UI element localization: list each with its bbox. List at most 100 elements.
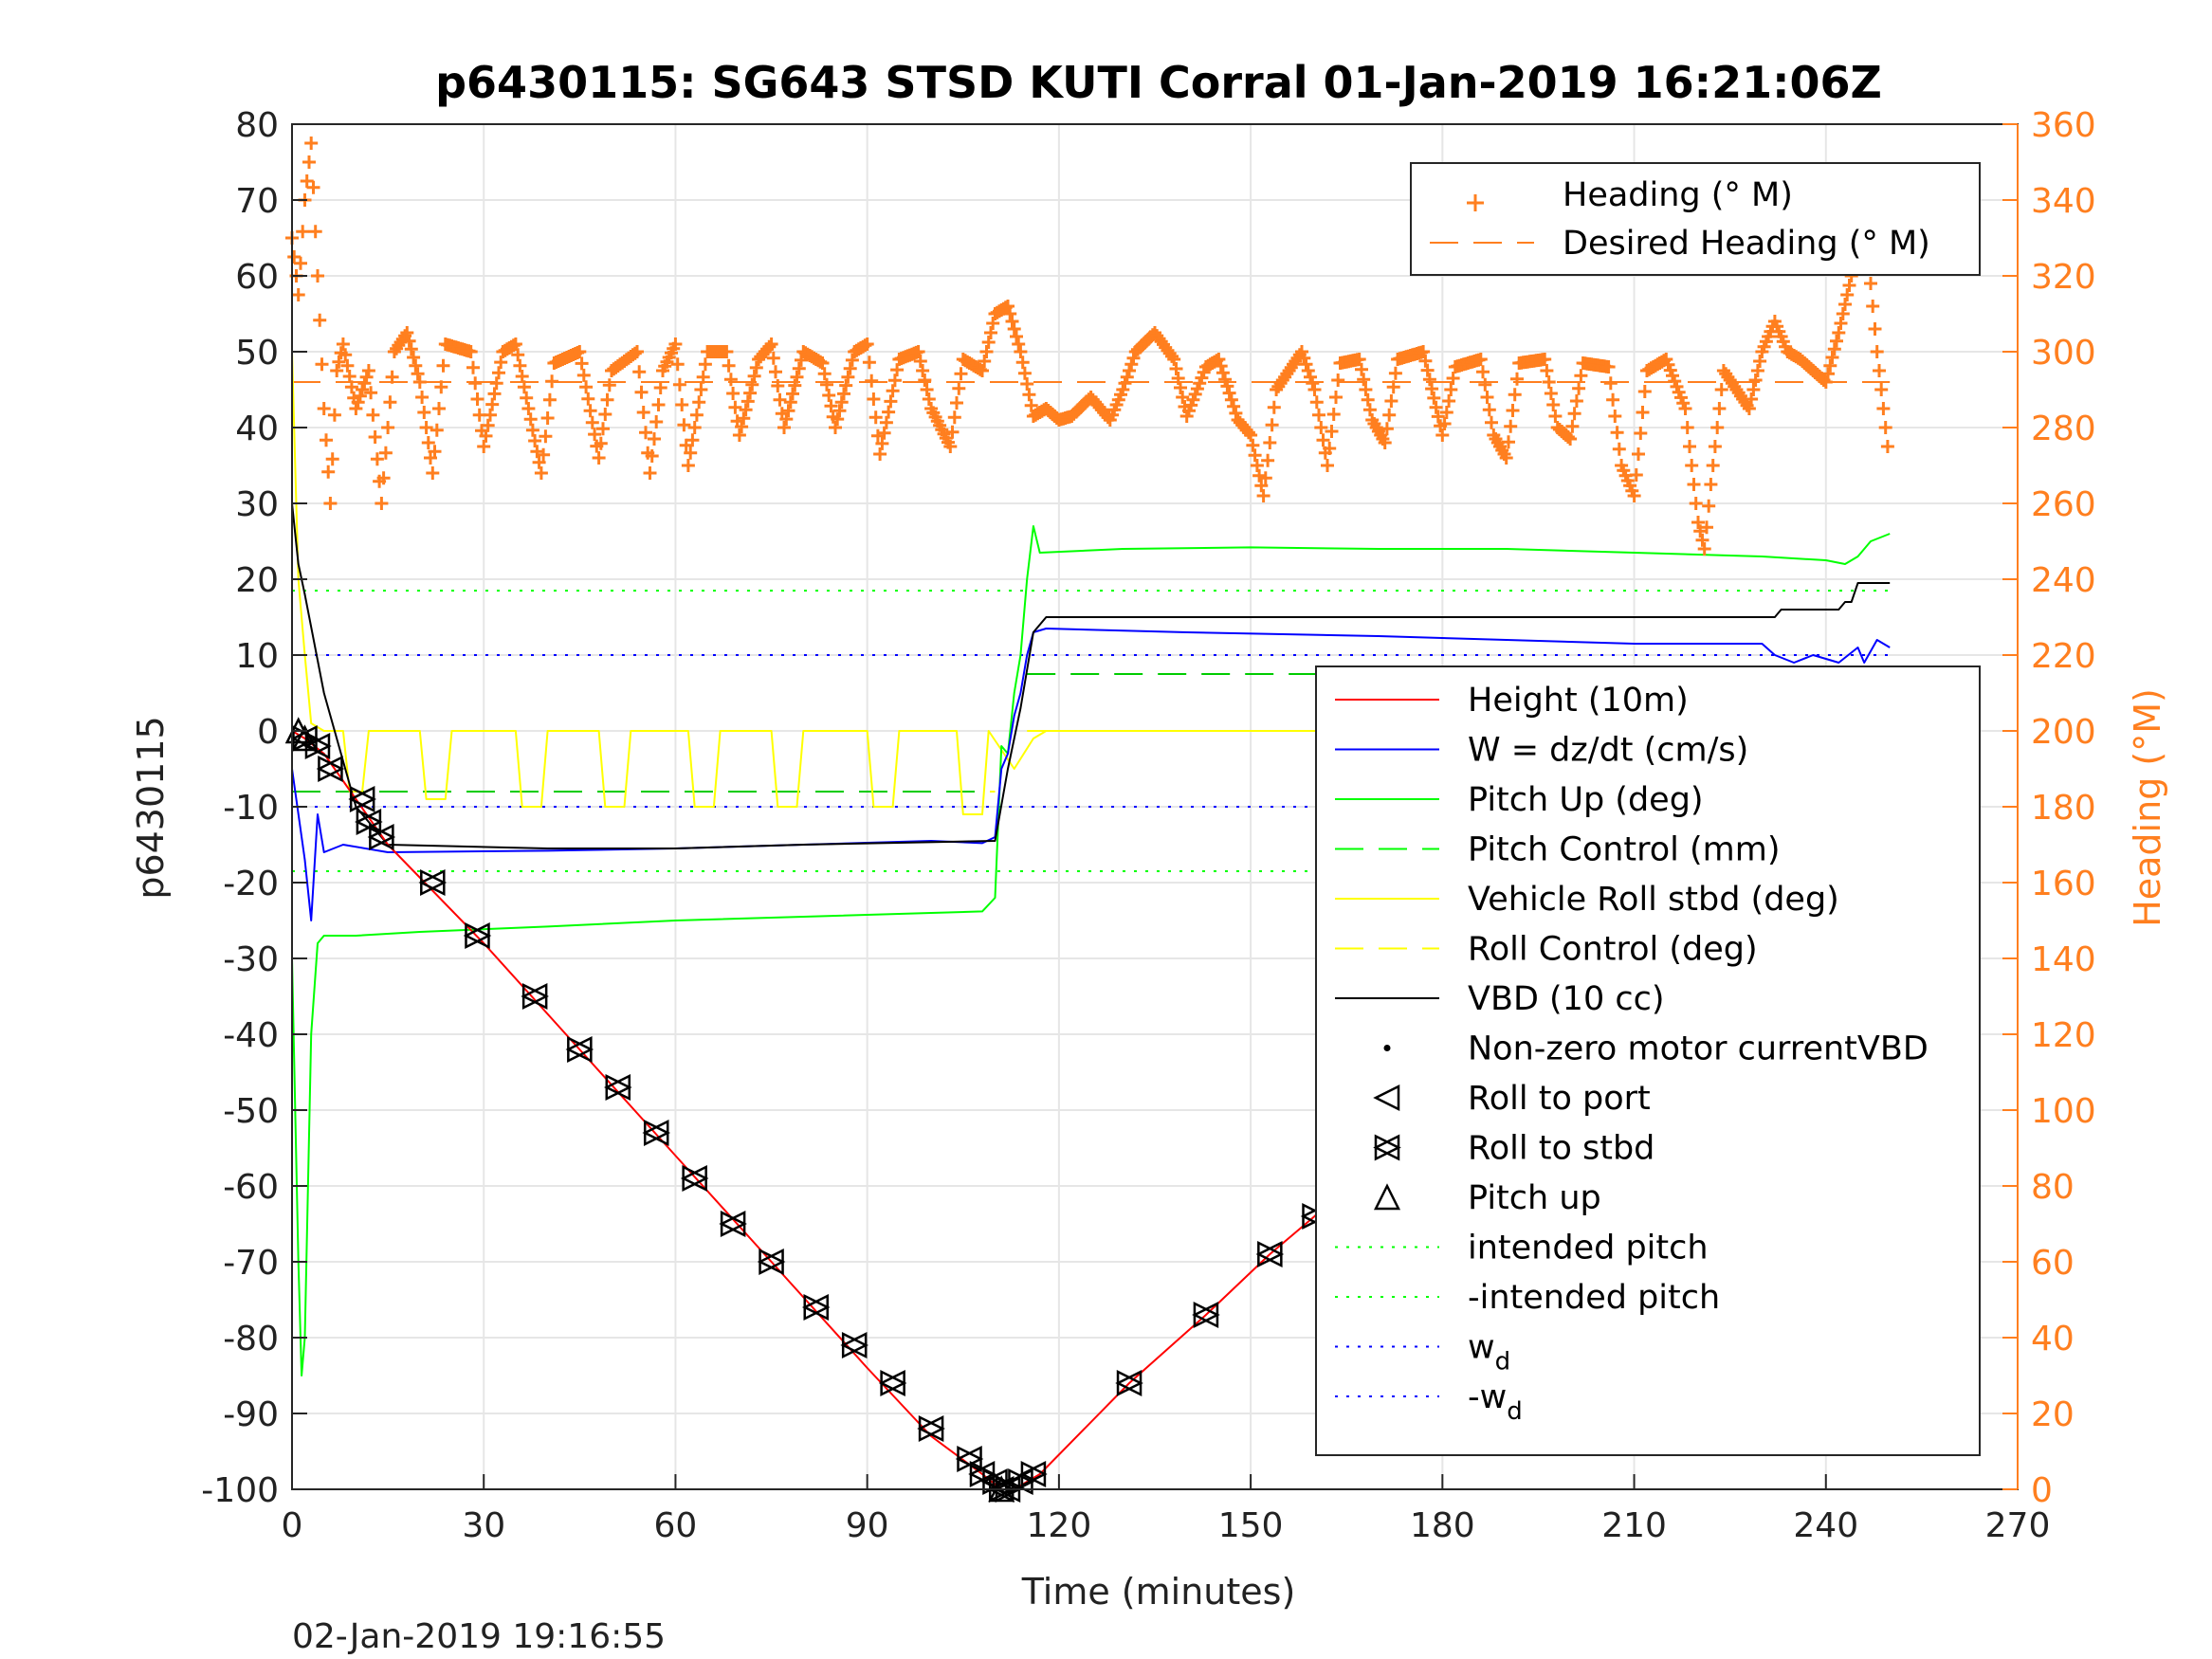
heading-marker: [745, 377, 759, 392]
heading-marker: [534, 466, 548, 480]
heading-marker: [359, 370, 374, 384]
heading-marker: [779, 412, 794, 427]
heading-marker: [1637, 385, 1652, 398]
legend-heading-label: Heading (° M): [1563, 176, 1793, 214]
y-tick-label-left: -20: [223, 865, 279, 903]
heading-marker: [1357, 373, 1371, 387]
heading-marker: [675, 398, 689, 411]
heading-marker: [415, 391, 430, 404]
heading-marker: [1439, 406, 1453, 419]
heading-marker: [1003, 307, 1017, 320]
heading-marker: [1295, 345, 1308, 358]
heading-marker: [692, 395, 706, 410]
heading-marker: [489, 376, 503, 391]
heading-marker: [1250, 459, 1264, 472]
heading-marker: [786, 387, 799, 401]
heading-marker: [1326, 408, 1341, 421]
heading-marker: [1378, 436, 1392, 449]
y-tick-label-left: 0: [257, 713, 279, 752]
heading-marker: [332, 355, 346, 369]
roll-to-stbd-marker: [957, 1445, 984, 1473]
heading-marker: [698, 357, 712, 372]
heading-marker: [353, 389, 367, 403]
x-tick-label: 210: [1601, 1506, 1667, 1545]
heading-marker: [945, 425, 960, 439]
heading-marker: [743, 386, 758, 400]
heading-marker: [783, 395, 797, 410]
heading-marker: [986, 317, 1000, 330]
heading-marker: [686, 433, 700, 447]
heading-marker: [368, 430, 382, 444]
heading-marker: [540, 411, 555, 425]
heading-marker: [653, 381, 667, 394]
y-tick-label-right: 300: [2031, 334, 2096, 373]
heading-marker: [1712, 402, 1727, 415]
series-w-dz-dt-cm-s: [291, 628, 1891, 921]
heading-marker: [1569, 394, 1583, 408]
heading-marker: [430, 423, 444, 437]
heading-marker: [918, 374, 932, 387]
y-tick-label-right: 220: [2031, 637, 2096, 676]
heading-marker: [581, 392, 595, 406]
heading-marker: [815, 356, 830, 370]
heading-marker: [1167, 353, 1181, 366]
x-axis-label: Time (minutes): [1021, 1571, 1296, 1613]
y-tick-label-right: 20: [2031, 1395, 2075, 1434]
heading-marker: [631, 345, 644, 358]
heading-marker: [1012, 337, 1026, 351]
heading-marker: [1420, 363, 1435, 377]
heading-marker: [950, 396, 963, 410]
heading-marker: [528, 434, 542, 447]
heading-marker: [1823, 358, 1837, 373]
heading-marker: [1329, 391, 1343, 404]
heading-marker: [1876, 402, 1891, 415]
heading-marker: [1120, 370, 1134, 384]
series-heading: [285, 137, 1894, 556]
legend-heading: Heading (° M) Desired Heading (° M): [1410, 162, 1981, 276]
y-tick-label-left: -10: [223, 789, 279, 828]
heading-marker: [790, 370, 804, 384]
heading-marker: [517, 380, 531, 394]
y-tick-label-right: 40: [2031, 1320, 2075, 1358]
heading-marker: [1431, 410, 1445, 424]
heading-marker: [1388, 366, 1402, 380]
heading-marker: [1261, 453, 1275, 467]
heading-marker: [466, 360, 480, 374]
heading-marker: [296, 225, 310, 239]
roll-to-stbd-marker: [1020, 1460, 1048, 1488]
heading-marker: [1827, 342, 1841, 356]
heading-marker: [575, 356, 589, 371]
heading-marker: [694, 383, 708, 396]
heading-marker: [375, 497, 389, 510]
tick-layer: 0 30 60 90 120 150 180 210 240 270-100-90-80-70-6…: [201, 106, 2095, 1545]
heading-marker: [1176, 391, 1190, 404]
heading-marker: [1015, 356, 1030, 370]
heading-marker: [920, 383, 934, 396]
y-tick-label-right: 200: [2031, 713, 2096, 752]
heading-marker: [592, 451, 606, 465]
heading-marker: [1171, 372, 1185, 385]
heading-marker: [300, 174, 314, 188]
heading-marker: [1540, 364, 1554, 377]
heading-marker: [649, 415, 664, 428]
heading-marker: [824, 399, 838, 413]
heading-marker: [764, 337, 778, 351]
roll-to-stbd-marker: [759, 1248, 786, 1276]
y-axis-label-right: Heading (°M): [2127, 688, 2168, 927]
heading-marker: [1567, 407, 1581, 421]
heading-marker: [1304, 370, 1317, 384]
heading-marker: [325, 452, 339, 466]
heading-marker: [870, 428, 885, 443]
heading-marker: [639, 426, 652, 440]
heading-marker: [1227, 399, 1241, 413]
y-tick-label-right: 100: [2031, 1092, 2096, 1131]
heading-marker: [404, 342, 418, 356]
heading-marker: [294, 256, 307, 270]
heading-marker: [1706, 459, 1720, 472]
heading-marker: [344, 380, 358, 394]
heading-marker: [470, 392, 484, 406]
heading-marker: [1563, 432, 1578, 446]
legend-label: Vehicle Roll stbd (deg): [1468, 881, 1839, 919]
heading-marker: [1355, 362, 1368, 376]
roll-to-stbd-marker: [841, 1331, 868, 1359]
